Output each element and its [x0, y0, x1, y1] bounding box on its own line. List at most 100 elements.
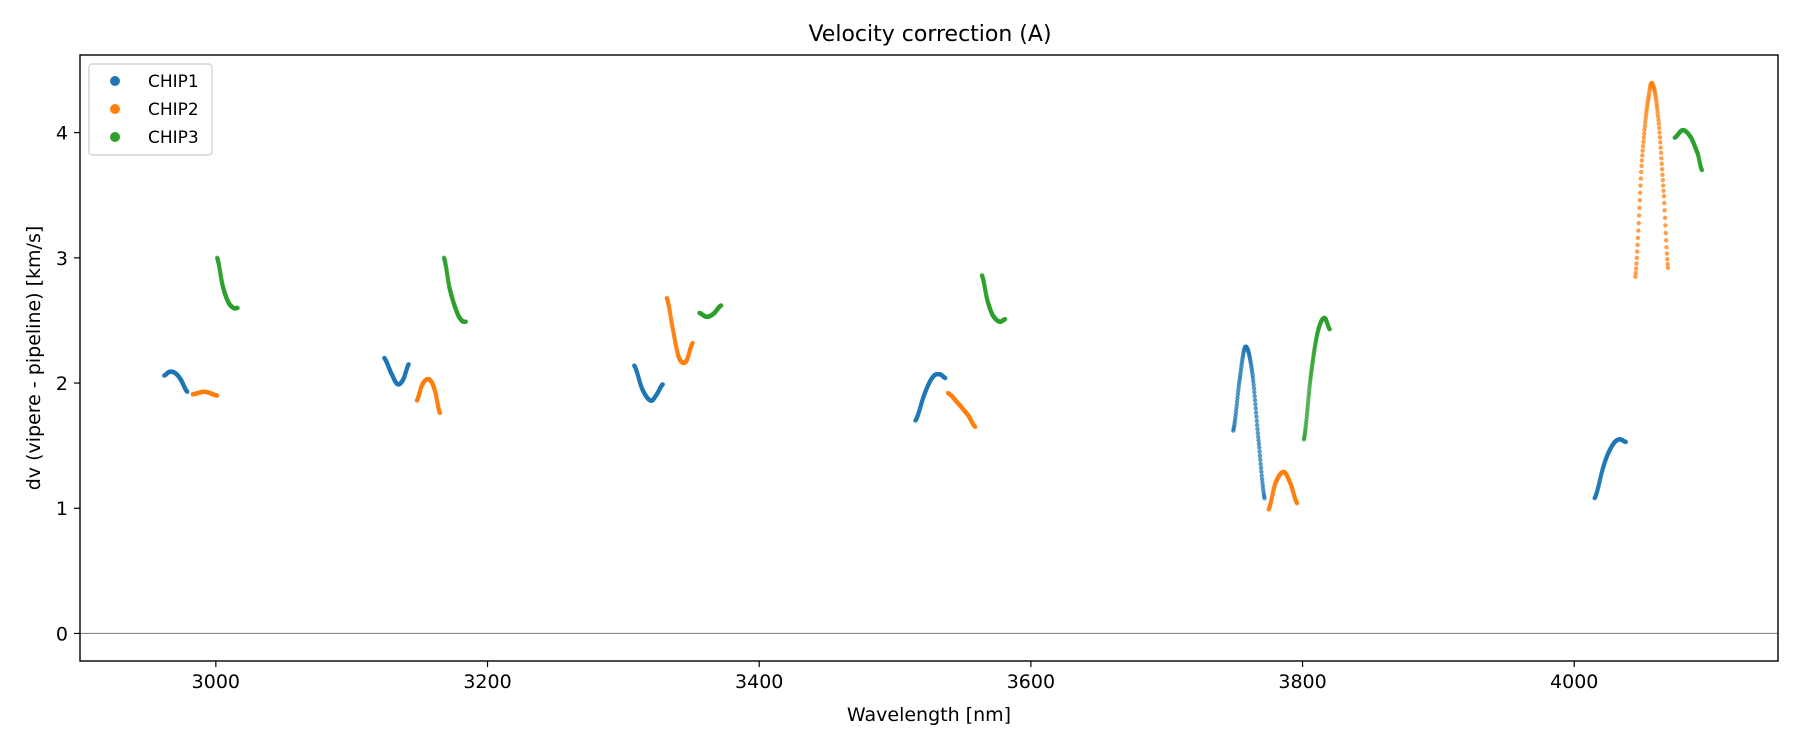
chip2-point: [1643, 116, 1648, 122]
chip3-point: [718, 303, 724, 308]
series-chip3: [215, 127, 1705, 442]
chip2-point: [1659, 161, 1664, 166]
chip1-point: [1254, 422, 1260, 428]
chip3-point: [1002, 316, 1008, 322]
chip3-segment-6: [1672, 127, 1705, 173]
chip2-point: [1643, 120, 1648, 125]
chip2-point: [1638, 176, 1644, 181]
chip2-segment-4: [945, 390, 978, 430]
chip1-point: [1254, 418, 1260, 424]
chip2-point: [1642, 127, 1647, 132]
chip2-point: [1664, 245, 1669, 250]
chip2-point: [1662, 208, 1667, 213]
y-axis-label: dv (vipere - pipeline) [km/s]: [23, 226, 45, 491]
chip2-point: [1660, 178, 1666, 183]
chip2-point: [1656, 125, 1662, 131]
chip2-segment-5: [1266, 469, 1300, 512]
chip1-point: [1256, 438, 1261, 443]
chip2-point: [690, 340, 695, 346]
chip2-point: [1655, 114, 1661, 119]
chip2-segment-1: [190, 389, 220, 398]
chip2-point: [1641, 131, 1647, 136]
chip2-point: [1656, 121, 1662, 127]
legend-label-chip2: CHIP2: [148, 100, 199, 120]
chip2-point: [1659, 167, 1665, 172]
chip2-point: [1635, 242, 1640, 248]
chip2-segment-2: [414, 376, 443, 416]
chip1-segment-1: [162, 369, 190, 395]
chip3-segment-3: [697, 303, 724, 319]
legend-label-chip3: CHIP3: [148, 128, 199, 148]
chip2-point: [1655, 110, 1660, 116]
chip2-point: [1635, 235, 1641, 241]
chip1-point: [1255, 426, 1260, 432]
x-tick-label: 3000: [192, 671, 240, 693]
chip2-point: [1661, 193, 1667, 199]
chip1-point: [1259, 469, 1264, 474]
chip3-point: [235, 305, 240, 311]
chip2-point: [1658, 150, 1664, 156]
chip1-point: [406, 362, 411, 367]
chip2-point: [1658, 145, 1663, 150]
chip2-point: [1635, 249, 1640, 254]
legend-marker-chip1: [110, 76, 120, 86]
chip1-segment-4: [913, 371, 948, 423]
chip2-point: [215, 393, 220, 398]
chip1-point: [1234, 402, 1239, 407]
chip2-point: [1659, 156, 1664, 161]
x-tick-label: 3200: [463, 671, 511, 693]
chip3-segment-4: [979, 273, 1008, 324]
chip2-point: [1662, 200, 1667, 206]
chip2-point: [1662, 215, 1668, 221]
chip2-point: [1637, 190, 1643, 196]
chip2-point: [1657, 130, 1662, 135]
chip2-point: [1640, 148, 1645, 153]
chip2-point: [1634, 255, 1640, 261]
chip3-segment-5: [1301, 315, 1332, 442]
y-tick-label: 1: [56, 498, 68, 520]
chip1-segment-2: [382, 355, 411, 387]
chip1-point: [1254, 414, 1259, 419]
chip2-point: [1663, 238, 1669, 243]
chip2-point: [1636, 220, 1641, 226]
chip1-point: [1235, 392, 1241, 397]
chip2-point: [1655, 107, 1660, 112]
y-tick-label: 3: [56, 248, 68, 270]
chip1-point: [1251, 386, 1257, 391]
chip1-point: [1234, 405, 1239, 410]
chip2-point: [1640, 143, 1646, 149]
chip2-point: [1656, 117, 1661, 123]
chip3-point: [1699, 167, 1705, 173]
chip2-point: [1665, 265, 1671, 271]
chip1-point: [1233, 408, 1239, 414]
chip2-point: [1639, 163, 1644, 169]
chip2-point: [1661, 188, 1666, 193]
chip3-point: [463, 319, 468, 324]
chip2-point: [1660, 172, 1665, 177]
chip1-segment-5: [1231, 344, 1267, 501]
chip2-point: [1639, 158, 1645, 163]
chip3-segment-2: [441, 255, 468, 324]
chip2-point: [1634, 261, 1639, 266]
chip1-point: [943, 375, 948, 381]
chip2-point: [1661, 183, 1666, 188]
chip3-point: [1305, 404, 1310, 409]
chip1-point: [185, 389, 190, 395]
chip1-point: [1234, 399, 1240, 404]
legend: CHIP1 CHIP2 CHIP3: [88, 63, 213, 156]
legend-label-chip1: CHIP1: [148, 72, 199, 92]
chip2-point: [1642, 123, 1648, 129]
chip1-point: [1251, 382, 1256, 387]
chip2-point: [1294, 501, 1300, 506]
chip1-point: [1251, 379, 1256, 384]
chip2-point: [1641, 139, 1646, 144]
chip1-point: [1260, 480, 1265, 485]
axis-ticks: 3000 3200 3400 3600 3800 4000 0 1 2 3 4: [56, 123, 1599, 693]
chip1-point: [1252, 393, 1257, 399]
chip1-point: [1257, 449, 1262, 454]
chip1-point: [1258, 465, 1264, 471]
chip1-point: [1259, 473, 1264, 478]
chip2-point: [1658, 140, 1663, 145]
